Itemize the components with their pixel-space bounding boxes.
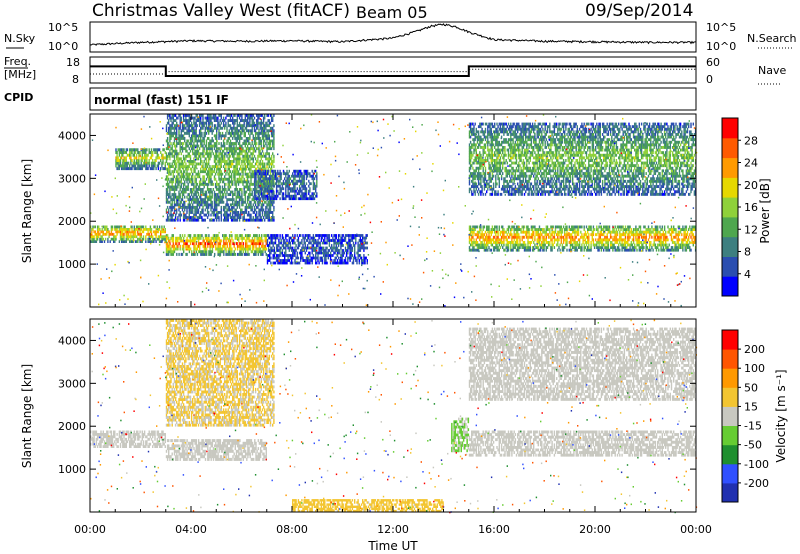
- freq-ytick-top: 18: [66, 56, 80, 69]
- xtick-0: 00:00: [74, 523, 106, 536]
- station-title: Christmas Valley West (fitACF): [92, 1, 350, 21]
- power-colorbar-swatch-6: [722, 157, 738, 178]
- cpid-label: CPID: [4, 91, 33, 104]
- power-colorbar-label: Power [dB]: [758, 178, 772, 243]
- power-colorbar-tick-5: 8: [744, 246, 751, 259]
- xtick-3: 12:00: [377, 523, 409, 536]
- velocity-colorbar-swatch-6: [722, 368, 738, 388]
- xtick-2: 08:00: [276, 523, 308, 536]
- freq-series-group: [90, 65, 696, 77]
- mode-label: normal (fast) 151 IF: [94, 93, 229, 107]
- power-colorbar-swatch-0: [722, 276, 738, 297]
- velocity-ytick-4000: 4000: [58, 334, 86, 347]
- velocity-ytick-3000: 3000: [58, 377, 86, 390]
- velocity-colorbar-tick-6: -100: [744, 458, 769, 471]
- nave-series-line: [90, 68, 696, 75]
- velocity-colorbar-tick-5: -50: [744, 439, 762, 452]
- velocity-colorbar-swatch-4: [722, 406, 738, 426]
- power-colorbar: 28 24 20 16 12 8 4: [721, 117, 758, 297]
- noise-ytick-bottom-left: 10^0: [48, 40, 78, 53]
- velocity-colorbar-swatch-2: [722, 444, 738, 465]
- date-label: 09/Sep/2014: [585, 1, 693, 21]
- freq-panel-frame: [89, 56, 697, 84]
- power-colorbar-swatch-2: [722, 236, 738, 257]
- nsearch-label: N.Search: [747, 32, 797, 45]
- power-colorbar-swatch-5: [722, 177, 738, 198]
- power-colorbar-tick-6: 4: [744, 268, 751, 281]
- power-colorbar-swatch-7: [722, 137, 738, 159]
- velocity-colorbar-tick-7: -200: [744, 477, 769, 490]
- velocity-colorbar-tick-2: 50: [744, 381, 758, 394]
- velocity-ylabel: Slant Range [km]: [20, 364, 34, 468]
- nave-ytick-top: 60: [706, 56, 720, 69]
- power-ytick-4000: 4000: [58, 129, 86, 142]
- velocity-colorbar-tick-0: 200: [744, 343, 765, 356]
- velocity-colorbar: 200 100 50 15 -15 -50 -100 -200: [721, 329, 769, 503]
- velocity-ytick-1000: 1000: [58, 463, 86, 476]
- power-ytick-3000: 3000: [58, 172, 86, 185]
- velocity-colorbar-swatch-3: [722, 425, 738, 446]
- freq-label: Freq.: [4, 55, 31, 68]
- velocity-ytick-2000: 2000: [58, 420, 86, 433]
- velocity-colorbar-tick-1: 100: [744, 362, 765, 375]
- velocity-colorbar-tick-4: -15: [744, 420, 762, 433]
- xtick-6: 00:00: [680, 523, 712, 536]
- power-ylabel: Slant Range [km]: [20, 159, 34, 263]
- power-colorbar-swatch-4: [722, 197, 738, 218]
- velocity-colorbar-swatch-7: [722, 349, 738, 369]
- freq-unit-label: [MHz]: [4, 68, 36, 81]
- noise-ytick-bottom-right: 10^0: [706, 40, 736, 53]
- time-axis-label: Time UT: [367, 539, 418, 553]
- velocity-colorbar-swatch-0: [722, 482, 738, 503]
- power-colorbar-tick-2: 20: [744, 179, 758, 192]
- velocity-colorbar-tick-3: 15: [744, 400, 758, 413]
- power-colorbar-swatch-8: [722, 118, 738, 139]
- power-colorbar-tick-1: 24: [744, 157, 758, 170]
- beam-label: Beam 05: [356, 3, 428, 22]
- nave-ytick-bottom: 0: [706, 73, 713, 86]
- power-colorbar-tick-3: 16: [744, 201, 758, 214]
- velocity-colorbar-swatch-5: [722, 387, 738, 407]
- freq-ytick-bottom: 8: [72, 73, 79, 86]
- power-colorbar-tick-0: 28: [744, 134, 758, 147]
- power-colorbar-swatch-3: [722, 216, 738, 238]
- power-colorbar-tick-4: 12: [744, 223, 758, 236]
- power-colorbar-swatch-1: [722, 256, 738, 277]
- nsky-label: N.Sky: [4, 32, 36, 45]
- power-ytick-1000: 1000: [58, 258, 86, 271]
- noise-series-group: [89, 23, 697, 46]
- power-ytick-2000: 2000: [58, 215, 86, 228]
- nave-label: Nave: [758, 64, 786, 77]
- noise-ytick-top-right: 10^5: [706, 21, 736, 34]
- nsky-series-line: [89, 23, 697, 46]
- velocity-colorbar-swatch-1: [722, 463, 738, 484]
- xtick-1: 04:00: [175, 523, 207, 536]
- xtick-4: 16:00: [478, 523, 510, 536]
- noise-ytick-top-left: 10^5: [48, 21, 78, 34]
- velocity-colorbar-label: Velocity [m s⁻¹]: [774, 369, 788, 462]
- velocity-colorbar-swatch-8: [722, 330, 738, 350]
- xtick-5: 20:00: [579, 523, 611, 536]
